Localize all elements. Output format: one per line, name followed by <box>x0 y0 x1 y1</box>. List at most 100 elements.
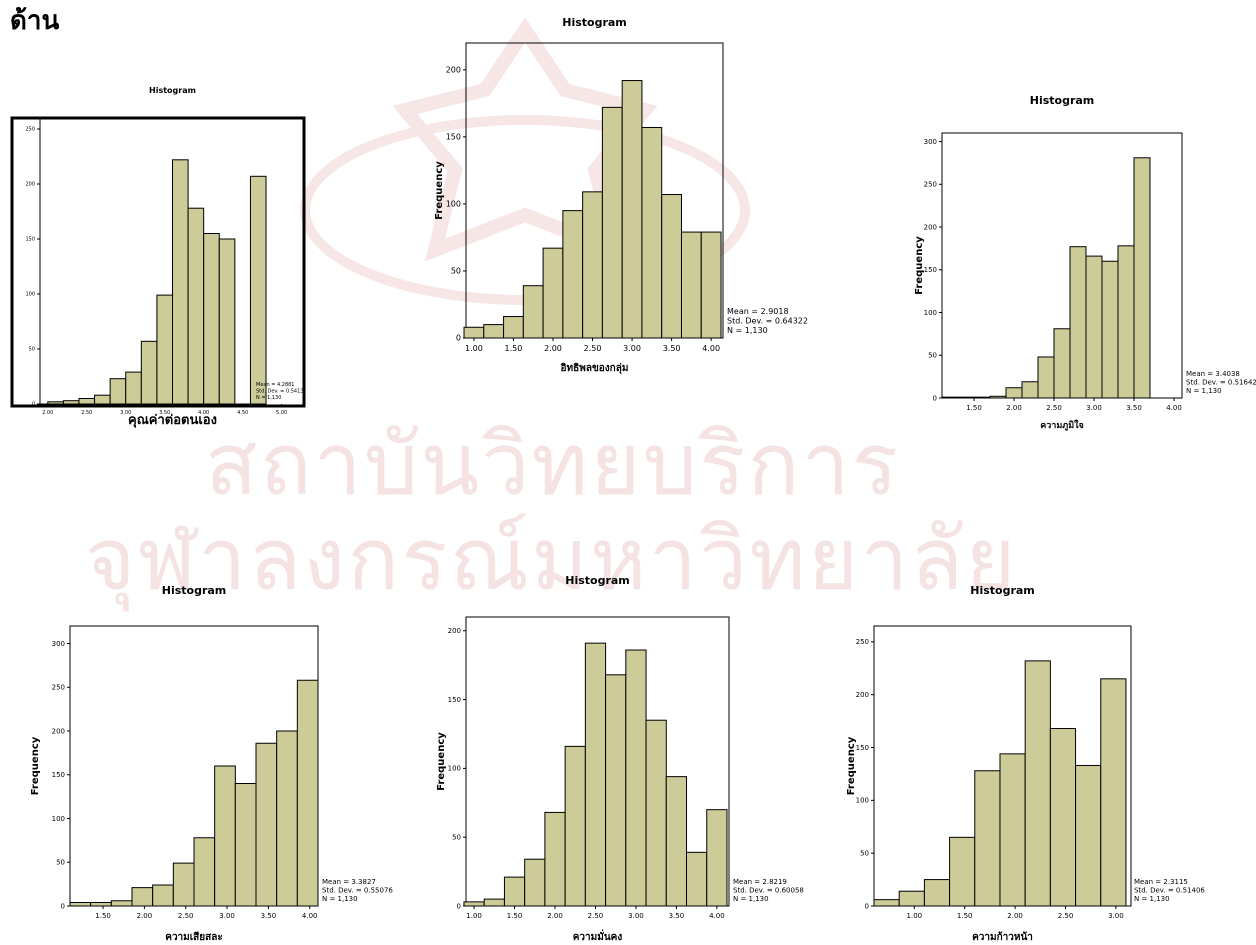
x-tick-label: 2.00 <box>544 344 562 353</box>
bar <box>249 175 267 405</box>
bar <box>898 890 925 907</box>
stat-text: Std. Dev. = 0.51642 <box>1186 379 1256 387</box>
x-tick-label: 3.00 <box>1086 404 1102 412</box>
x-tick-label: 2.00 <box>1007 912 1023 920</box>
y-tick-label: 100 <box>446 200 461 209</box>
watermark-line-1: สถาบันวิทยบริการ <box>205 415 900 515</box>
bar <box>218 238 236 405</box>
y-tick-label: 100 <box>25 292 35 298</box>
x-tick-label: 3.50 <box>261 912 277 920</box>
bar <box>296 679 319 907</box>
bar <box>949 836 976 907</box>
y-tick-label: 150 <box>52 771 65 779</box>
y-axis-label: Frequency <box>30 736 41 795</box>
y-axis-label: Frequency <box>434 161 445 220</box>
x-tick-label: 1.50 <box>507 912 523 920</box>
y-axis-label: Frequency <box>914 236 925 295</box>
x-tick-label: 3.00 <box>628 912 644 920</box>
x-axis-label: ความมั่นคง <box>573 929 623 943</box>
y-tick-label: 300 <box>52 640 65 648</box>
y-tick-label: 150 <box>924 266 937 274</box>
stat-text: Mean = 4.2881 <box>256 382 295 388</box>
stat-text: N = 1,130 <box>256 395 281 401</box>
chart-title-progress: Histogram <box>970 584 1035 597</box>
page-heading: ด้าน <box>10 6 60 36</box>
stat-text: Std. Dev. = 0.60058 <box>733 887 804 895</box>
chart-title-sacrifice: Histogram <box>162 584 227 597</box>
x-tick-label: 2.50 <box>588 912 604 920</box>
stat-text: Mean = 3.3827 <box>322 878 376 886</box>
x-tick-label: 3.50 <box>159 410 170 416</box>
y-tick-label: 100 <box>52 815 65 823</box>
y-axis-label: Frequency <box>846 736 857 795</box>
y-tick-label: 250 <box>856 638 869 646</box>
y-tick-label: 0 <box>456 334 461 343</box>
bar <box>974 770 1001 907</box>
x-axis-label: คุณค่าต่อตนเอง <box>128 413 217 428</box>
y-tick-label: 0 <box>457 902 461 910</box>
x-tick-label: 4.50 <box>237 410 248 416</box>
x-tick-label: 3.50 <box>669 912 685 920</box>
x-tick-label: 4.00 <box>198 410 209 416</box>
y-tick-label: 250 <box>924 181 937 189</box>
watermark-line-2: จุฬาลงกรณ์มหาวิทยาลัย <box>85 510 1018 610</box>
y-tick-label: 50 <box>56 859 65 867</box>
x-tick-label: 2.00 <box>547 912 563 920</box>
chart-title-group-influence: Histogram <box>562 16 627 29</box>
x-tick-label: 3.50 <box>1126 404 1142 412</box>
stat-text: Std. Dev. = 0.5413 <box>256 389 303 395</box>
chart-frame-self-worth <box>10 116 306 408</box>
x-tick-label: 2.00 <box>137 912 153 920</box>
x-tick-label: 3.00 <box>623 344 641 353</box>
x-tick-label: 1.50 <box>505 344 523 353</box>
y-tick-label: 200 <box>446 65 461 74</box>
y-tick-label: 100 <box>856 797 869 805</box>
y-axis-label: Frequency <box>436 732 447 791</box>
chart-title-self-worth: Histogram <box>149 86 196 95</box>
x-axis-label: ความเสียสละ <box>165 931 223 943</box>
stat-text: Mean = 2.8219 <box>733 878 787 886</box>
y-tick-label: 150 <box>856 744 869 752</box>
stat-text: Mean = 3.4038 <box>1186 370 1240 378</box>
chart-title-stability: Histogram <box>565 574 630 587</box>
stat-text: N = 1,130 <box>322 895 358 903</box>
bar <box>1100 678 1127 907</box>
x-tick-label: 3.00 <box>120 410 131 416</box>
x-tick-label: 1.50 <box>95 912 111 920</box>
stat-text: N = 1,130 <box>1186 387 1222 395</box>
stat-text: Mean = 2.3115 <box>1134 878 1188 886</box>
x-tick-label: 1.50 <box>957 912 973 920</box>
y-tick-label: 0 <box>61 902 65 910</box>
y-tick-label: 200 <box>448 627 461 635</box>
x-tick-label: 3.50 <box>663 344 681 353</box>
y-tick-label: 50 <box>928 352 937 360</box>
x-tick-label: 2.50 <box>584 344 602 353</box>
x-tick-label: 1.00 <box>466 912 482 920</box>
bar <box>1049 727 1077 907</box>
y-tick-label: 100 <box>924 309 937 317</box>
bar <box>999 753 1026 907</box>
y-tick-label: 50 <box>452 834 461 842</box>
x-tick-label: 2.50 <box>178 912 194 920</box>
y-tick-label: 250 <box>52 684 65 692</box>
y-tick-label: 200 <box>52 727 65 735</box>
x-tick-label: 2.50 <box>1046 404 1062 412</box>
x-tick-label: 3.00 <box>219 912 235 920</box>
bar <box>923 879 951 907</box>
y-tick-label: 50 <box>451 267 461 276</box>
y-tick-label: 200 <box>25 182 35 188</box>
x-tick-label: 4.00 <box>702 344 720 353</box>
y-tick-label: 0 <box>933 394 937 402</box>
stat-text: N = 1,130 <box>733 895 769 903</box>
y-tick-label: 50 <box>29 347 35 353</box>
x-tick-label: 4.00 <box>1166 404 1182 412</box>
bar <box>873 899 900 907</box>
x-tick-label: 2.50 <box>1058 912 1074 920</box>
bar <box>1075 764 1102 907</box>
x-axis-label: ความก้าวหน้า <box>972 931 1033 943</box>
